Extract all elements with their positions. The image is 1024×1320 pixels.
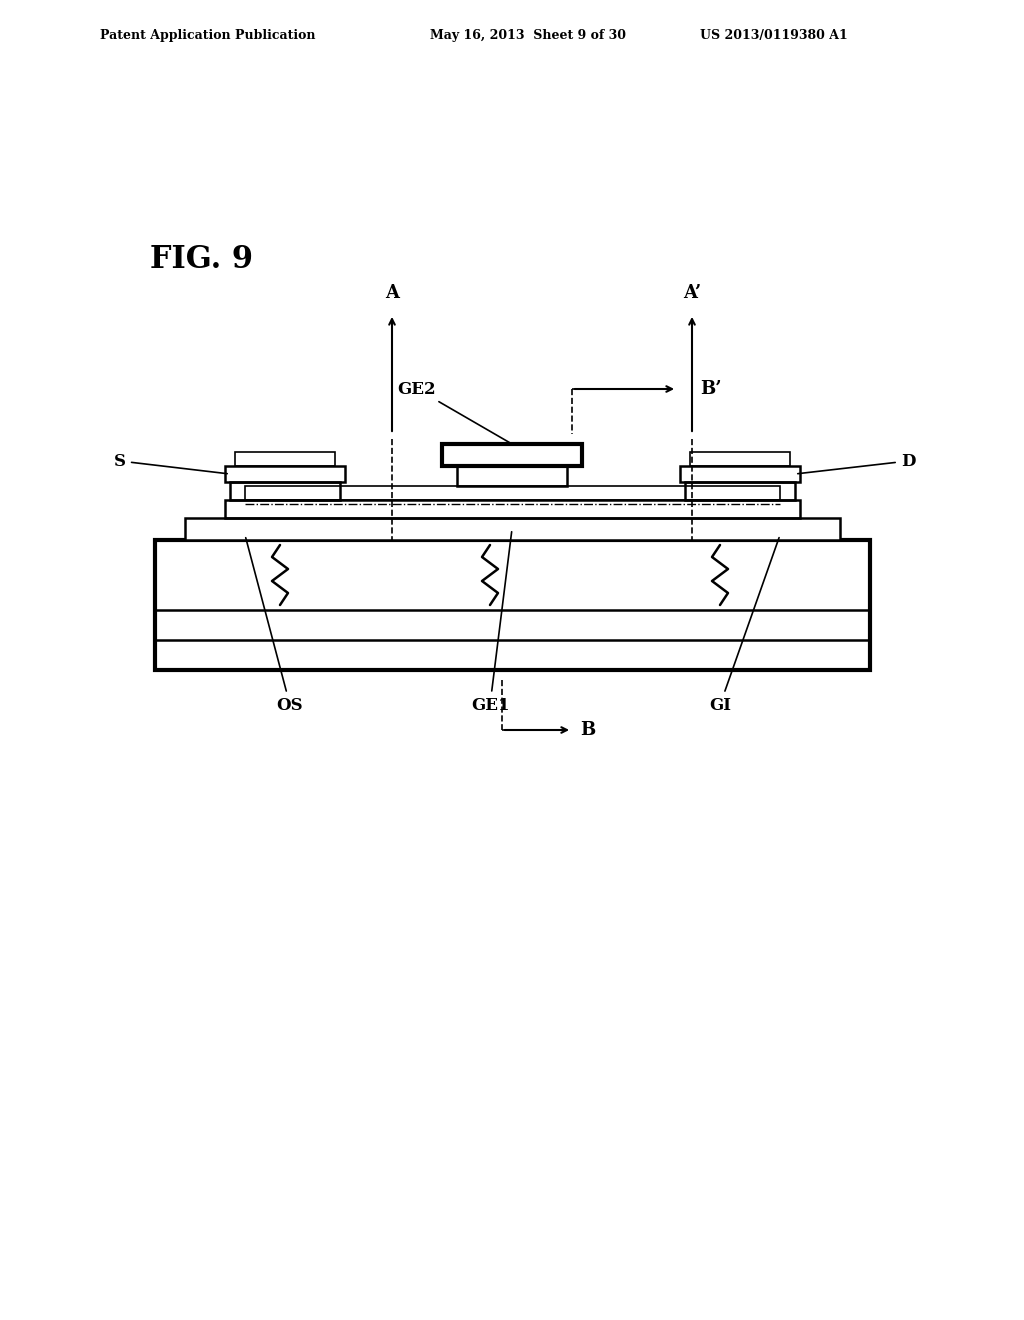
Bar	[230, 482, 340, 500]
Bar	[442, 444, 582, 466]
Bar	[185, 517, 840, 540]
Text: D: D	[798, 453, 915, 474]
Text: OS: OS	[246, 537, 303, 714]
Text: S: S	[114, 453, 227, 474]
Bar	[245, 486, 780, 500]
Bar	[685, 482, 795, 500]
Text: GE2: GE2	[397, 380, 510, 442]
Text: A’: A’	[683, 284, 701, 302]
Bar	[225, 500, 800, 517]
Text: Patent Application Publication: Patent Application Publication	[100, 29, 315, 41]
Text: FIG. 9: FIG. 9	[150, 244, 253, 276]
Text: A: A	[385, 284, 399, 302]
Text: B: B	[580, 721, 595, 739]
Bar	[690, 451, 790, 466]
Bar	[155, 540, 870, 671]
Bar	[680, 466, 800, 482]
Bar	[234, 451, 335, 466]
Text: GI: GI	[709, 537, 779, 714]
Text: GE1: GE1	[471, 532, 512, 714]
Bar	[225, 466, 345, 482]
Text: US 2013/0119380 A1: US 2013/0119380 A1	[700, 29, 848, 41]
Text: May 16, 2013  Sheet 9 of 30: May 16, 2013 Sheet 9 of 30	[430, 29, 626, 41]
Text: B’: B’	[700, 380, 722, 399]
Bar	[457, 466, 567, 486]
